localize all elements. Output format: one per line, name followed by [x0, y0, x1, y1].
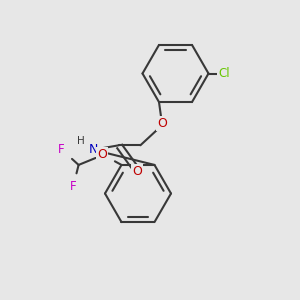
Text: O: O: [97, 148, 107, 161]
Text: N: N: [88, 143, 98, 156]
Text: F: F: [70, 180, 76, 193]
Text: Cl: Cl: [218, 67, 230, 80]
Text: O: O: [133, 165, 142, 178]
Text: O: O: [157, 117, 167, 130]
Text: F: F: [58, 143, 64, 156]
Text: H: H: [77, 136, 85, 146]
